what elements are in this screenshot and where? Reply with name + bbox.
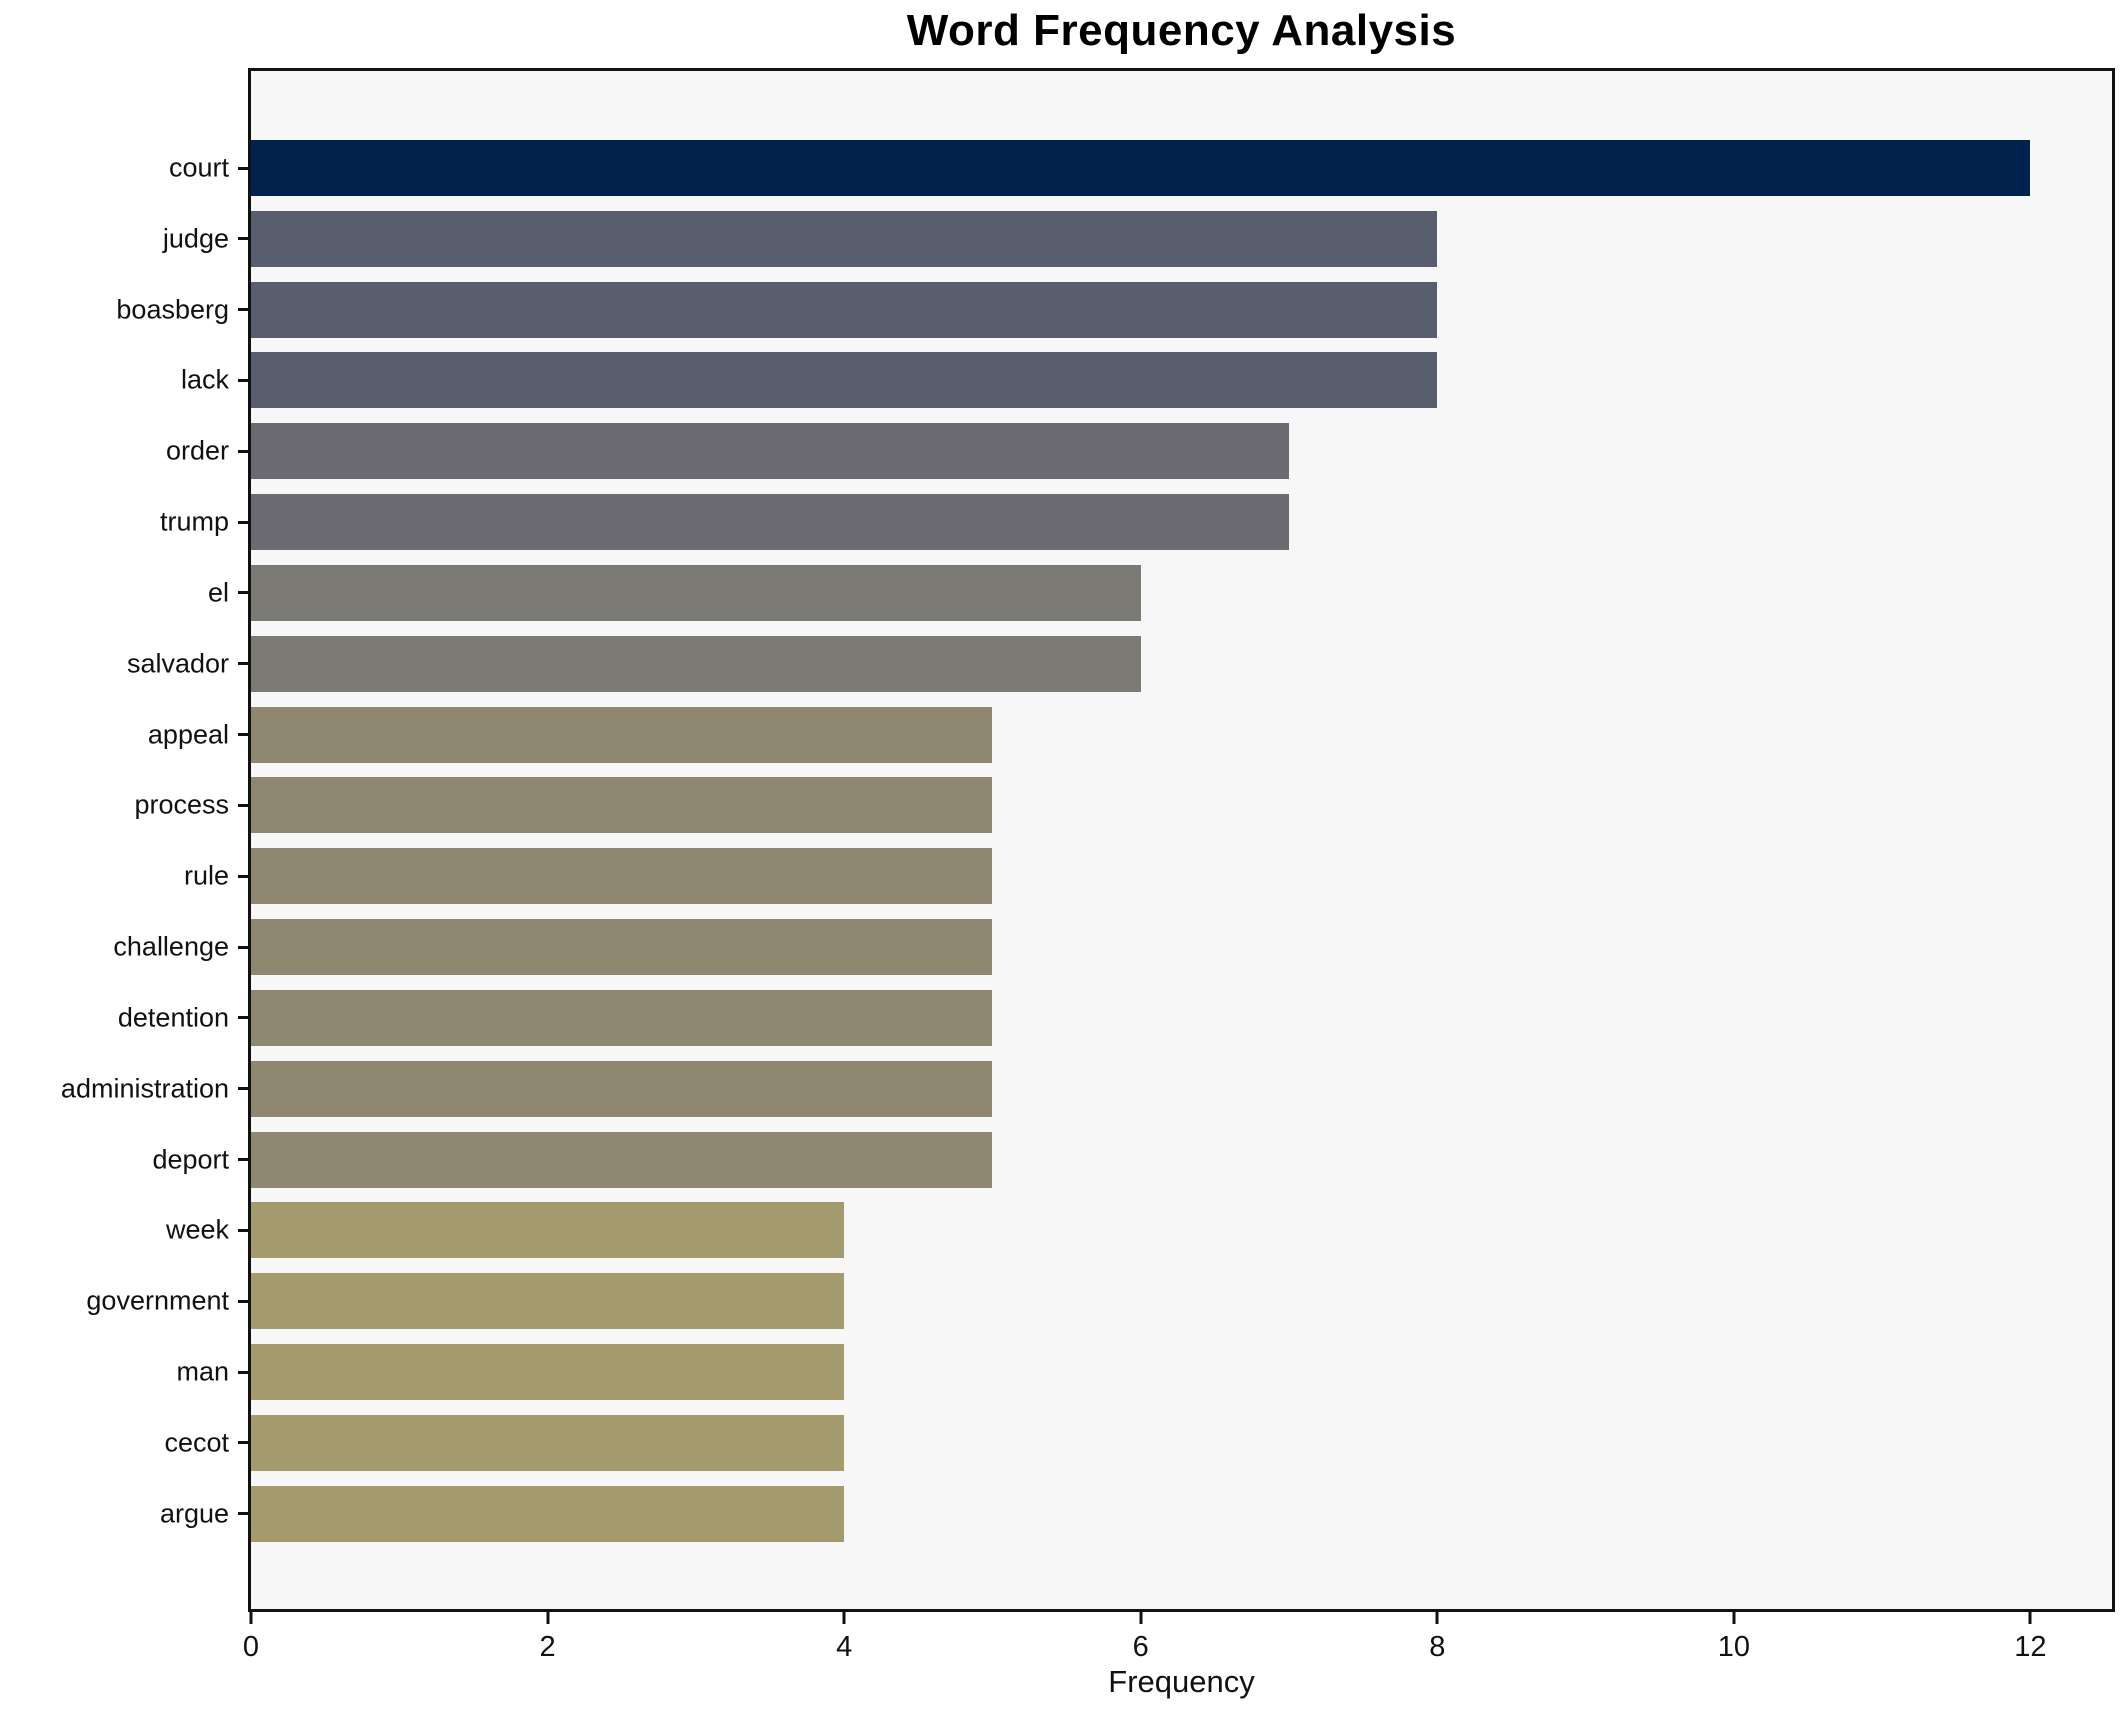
- bar-row: trump: [160, 494, 2112, 551]
- plot-area: court judge boasberg lack order trump el salvad…: [61, 68, 2115, 1663]
- bar-row: lack: [181, 352, 2112, 409]
- y-tick-label: deport: [152, 1144, 229, 1175]
- y-tick-label: cecot: [164, 1427, 229, 1458]
- x-tick-mark: [546, 1612, 550, 1624]
- x-axis-label: Frequency: [1108, 1664, 1255, 1699]
- bar: [251, 1202, 845, 1259]
- y-tick-mark: [238, 874, 248, 878]
- bar: [251, 1414, 845, 1471]
- bar-row: rule: [184, 848, 2112, 905]
- x-tick-mark: [1139, 1612, 1143, 1624]
- y-tick-mark: [238, 1512, 248, 1516]
- x-tick-label: 2: [539, 1631, 556, 1663]
- bar-row: process: [134, 777, 2112, 834]
- y-tick-label: trump: [159, 506, 229, 537]
- bar-row: government: [86, 1273, 2112, 1330]
- bar: [251, 1060, 993, 1117]
- x-tick-mark: [1435, 1612, 1439, 1624]
- y-tick-label: judge: [162, 223, 229, 254]
- y-tick-mark: [238, 1299, 248, 1303]
- bar-row: deport: [152, 1131, 2112, 1188]
- y-tick-label: challenge: [113, 931, 229, 962]
- y-tick-label: argue: [159, 1498, 229, 1529]
- bar-row: man: [176, 1344, 2112, 1401]
- y-tick-mark: [238, 1441, 248, 1445]
- bar-row: order: [166, 423, 2112, 480]
- x-tick-label: 10: [1717, 1631, 1750, 1663]
- y-tick-mark: [238, 308, 248, 312]
- bar: [251, 564, 1141, 621]
- y-tick-label: process: [134, 789, 229, 820]
- bar-row: argue: [160, 1485, 2112, 1542]
- y-tick-mark: [238, 591, 248, 595]
- bar-row: salvador: [127, 635, 2112, 692]
- chart-title: Word Frequency Analysis: [906, 6, 1457, 55]
- bar-row: judge: [163, 210, 2112, 267]
- x-tick-mark: [249, 1612, 253, 1624]
- bar-row: administration: [61, 1060, 2112, 1117]
- y-tick-label: el: [207, 577, 229, 608]
- y-tick-mark: [238, 449, 248, 453]
- bar: [251, 423, 1289, 480]
- y-tick-mark: [238, 1158, 248, 1162]
- bar: [251, 140, 2031, 196]
- y-tick-mark: [238, 945, 248, 949]
- y-tick-label: appeal: [147, 719, 229, 750]
- bar: [251, 210, 1438, 267]
- bar: [251, 635, 1141, 692]
- x-tick-label: 4: [836, 1631, 853, 1663]
- bars-container: court judge boasberg lack order trump el salvad…: [61, 140, 2112, 1542]
- y-tick-mark: [238, 237, 248, 241]
- y-tick-mark: [238, 1228, 248, 1232]
- y-tick-label: man: [176, 1356, 229, 1387]
- bar: [251, 989, 993, 1046]
- bar-row: court: [169, 140, 2112, 196]
- x-tick-mark: [1732, 1612, 1736, 1624]
- bar-row: week: [166, 1202, 2112, 1259]
- y-tick-label: boasberg: [116, 294, 229, 325]
- y-tick-mark: [238, 733, 248, 737]
- bar: [251, 352, 1438, 409]
- x-tick-label: 8: [1429, 1631, 1446, 1663]
- bar: [251, 848, 993, 905]
- y-tick-mark: [238, 378, 248, 382]
- x-tick-mark: [2028, 1612, 2032, 1624]
- x-tick-mark: [842, 1612, 846, 1624]
- bar-row: appeal: [148, 706, 2112, 763]
- y-tick-label: administration: [60, 1073, 229, 1104]
- bar-row: el: [208, 564, 2112, 621]
- bar: [251, 919, 993, 976]
- y-tick-label: detention: [117, 1002, 229, 1033]
- y-tick-mark: [238, 662, 248, 666]
- bar: [251, 494, 1289, 551]
- y-tick-label: lack: [180, 364, 229, 395]
- bar-row: cecot: [164, 1414, 2112, 1471]
- y-tick-mark: [238, 166, 248, 170]
- bar: [251, 706, 993, 763]
- bar: [251, 281, 1438, 338]
- y-tick-label: week: [165, 1214, 229, 1245]
- x-tick-label: 6: [1132, 1631, 1149, 1663]
- y-tick-mark: [238, 803, 248, 807]
- y-tick-label: court: [168, 152, 229, 183]
- y-tick-mark: [238, 520, 248, 524]
- y-tick-mark: [238, 1370, 248, 1374]
- bar: [251, 1273, 845, 1330]
- y-tick-label: salvador: [126, 648, 229, 679]
- x-tick-label: 0: [242, 1631, 260, 1663]
- bar-row: boasberg: [116, 281, 2112, 338]
- x-tick-label: 12: [2014, 1631, 2047, 1663]
- bar: [251, 777, 993, 834]
- y-tick-mark: [238, 1087, 248, 1091]
- y-tick-label: rule: [183, 860, 229, 891]
- y-tick-mark: [238, 1016, 248, 1020]
- y-tick-label: government: [86, 1285, 229, 1316]
- bar-row: challenge: [113, 919, 2112, 976]
- bar-row: detention: [118, 989, 2112, 1046]
- bar: [251, 1344, 845, 1401]
- bar: [251, 1485, 845, 1542]
- y-tick-label: order: [165, 435, 229, 466]
- bar: [251, 1131, 993, 1188]
